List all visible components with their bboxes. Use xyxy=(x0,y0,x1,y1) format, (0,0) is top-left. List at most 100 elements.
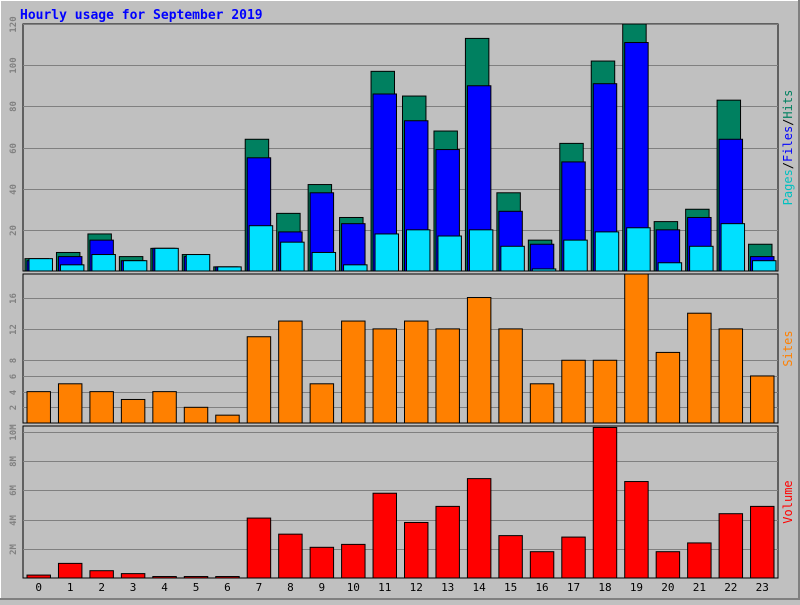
y-tick-label: 8 xyxy=(9,358,19,363)
bar-sites-16 xyxy=(529,383,555,424)
bar-pages-16 xyxy=(531,268,557,272)
y-tick-label: 80 xyxy=(9,101,19,112)
bar-pages-13 xyxy=(437,235,462,272)
chart-title: Hourly usage for September 2019 xyxy=(20,8,263,23)
x-tick-label: 5 xyxy=(193,581,200,594)
bar-sites-13 xyxy=(435,328,460,424)
y-tick-label: 12 xyxy=(9,324,19,335)
panel-label-part: Volume xyxy=(781,480,795,523)
bar-sites-9 xyxy=(309,383,335,424)
x-tick-label: 23 xyxy=(756,581,769,594)
bar-sites-15 xyxy=(498,328,523,424)
x-tick-label: 15 xyxy=(504,581,517,594)
panel-label-part: Hits xyxy=(781,90,795,119)
chart-panels: 20406080100120Pages/Files/Hits24681216Si… xyxy=(9,16,795,579)
y-tick-label: 6 xyxy=(9,374,19,379)
x-tick-label: 11 xyxy=(378,581,391,594)
bar-pages-9 xyxy=(311,251,337,272)
panel-label-volume: Volume xyxy=(781,480,795,523)
series-volume xyxy=(26,426,775,579)
bar-volume-18 xyxy=(592,426,618,579)
bar-volume-14 xyxy=(466,478,492,579)
y-tick-label: 120 xyxy=(9,16,19,32)
x-tick-label: 8 xyxy=(287,581,294,594)
bar-sites-19 xyxy=(624,273,649,424)
bar-sites-3 xyxy=(120,398,146,424)
bar-pages-18 xyxy=(594,231,620,272)
y-tick-label: 8M xyxy=(9,456,19,467)
bar-pages-4 xyxy=(154,247,179,272)
bar-pages-17 xyxy=(563,239,588,272)
bar-pages-14 xyxy=(468,229,494,272)
x-tick-label: 4 xyxy=(161,581,168,594)
bar-pages-0 xyxy=(28,258,53,272)
panel-label-part: Pages xyxy=(781,169,795,205)
bar-volume-0 xyxy=(26,574,51,579)
x-tick-label: 1 xyxy=(67,581,74,594)
bar-volume-5 xyxy=(183,576,209,579)
bar-pages-22 xyxy=(720,223,746,272)
y-tick-label: 60 xyxy=(9,143,19,154)
bar-volume-16 xyxy=(529,551,555,579)
bar-pages-6 xyxy=(217,266,242,272)
bar-sites-22 xyxy=(718,328,744,424)
bar-volume-15 xyxy=(498,535,523,579)
bar-pages-15 xyxy=(500,245,525,272)
bar-volume-3 xyxy=(120,573,146,579)
x-tick-label: 17 xyxy=(567,581,580,594)
bar-pages-5 xyxy=(185,254,211,272)
bar-pages-3 xyxy=(122,260,148,272)
x-tick-label: 18 xyxy=(598,581,611,594)
y-tick-label: 2 xyxy=(9,405,19,410)
bar-pages-23 xyxy=(752,260,777,272)
y-tick-label: 10M xyxy=(9,424,19,441)
bar-sites-10 xyxy=(341,320,366,424)
bar-sites-8 xyxy=(278,320,303,424)
bar-sites-11 xyxy=(372,328,397,424)
series-pages xyxy=(28,223,777,272)
y-tick-label: 100 xyxy=(9,57,19,73)
y-tick-label: 40 xyxy=(9,184,19,195)
bar-sites-18 xyxy=(592,359,618,424)
x-tick-label: 16 xyxy=(535,581,548,594)
panel-label-part: Sites xyxy=(781,330,795,366)
bar-sites-23 xyxy=(750,375,775,424)
panel-label-part: / xyxy=(781,162,795,169)
x-tick-label: 6 xyxy=(224,581,231,594)
x-tick-label: 20 xyxy=(661,581,674,594)
bar-pages-20 xyxy=(657,262,683,272)
bar-sites-12 xyxy=(404,320,429,424)
bar-pages-19 xyxy=(626,227,651,272)
bar-volume-4 xyxy=(152,576,177,579)
y-tick-label: 2M xyxy=(9,544,19,555)
bar-pages-8 xyxy=(280,241,305,272)
panel-label-hits-files-pages: Pages/Files/Hits xyxy=(781,90,795,206)
bar-volume-9 xyxy=(309,546,335,579)
bar-sites-21 xyxy=(687,312,712,424)
bar-sites-4 xyxy=(152,391,177,424)
panel-volume: 2M 4M 6M 8M 10M Volume xyxy=(9,424,795,579)
bar-volume-23 xyxy=(750,505,775,579)
bar-pages-21 xyxy=(689,245,714,272)
bar-volume-2 xyxy=(89,570,114,579)
bar-pages-12 xyxy=(406,229,431,272)
bar-volume-8 xyxy=(278,533,303,579)
bar-volume-20 xyxy=(655,551,681,579)
panel-label-sites: Sites xyxy=(781,330,795,366)
bar-sites-17 xyxy=(561,359,586,424)
bar-sites-20 xyxy=(655,351,681,424)
x-tick-label: 13 xyxy=(441,581,454,594)
series-sites xyxy=(26,273,775,424)
bar-sites-6 xyxy=(215,414,240,424)
panel-sites: 2 4 6 8 12 16 Sites xyxy=(9,273,795,424)
x-tick-label: 3 xyxy=(130,581,137,594)
bar-volume-12 xyxy=(404,521,429,579)
bar-volume-11 xyxy=(372,492,397,579)
bar-sites-7 xyxy=(246,336,272,424)
panel-label-part: / xyxy=(781,119,795,126)
bar-pages-2 xyxy=(91,254,116,272)
bar-sites-5 xyxy=(183,406,209,424)
